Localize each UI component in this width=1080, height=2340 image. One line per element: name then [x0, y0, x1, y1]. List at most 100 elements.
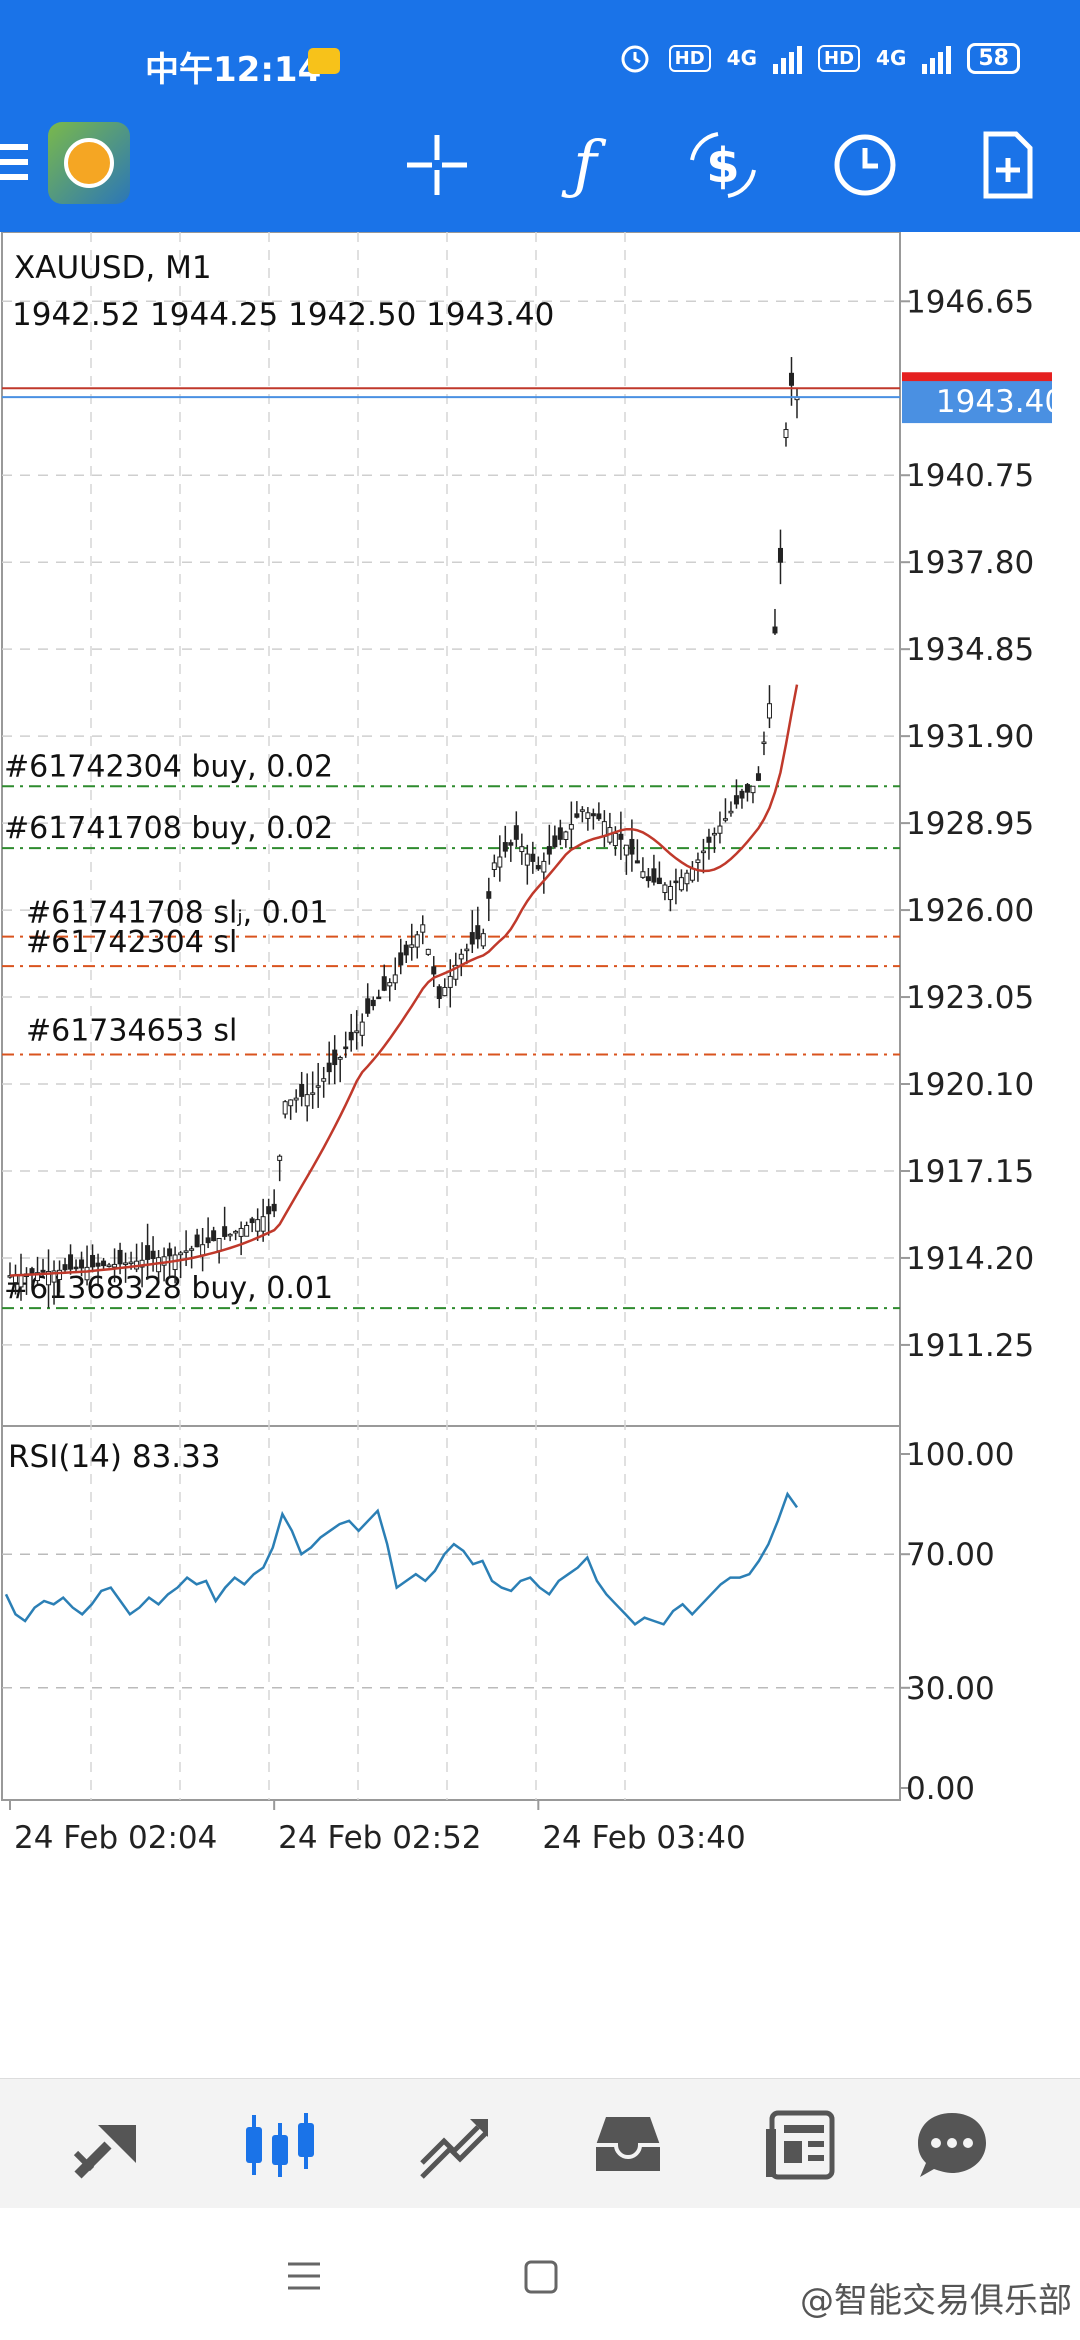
history-inbox-icon[interactable]: [588, 2105, 668, 2185]
timeframe-clock-icon[interactable]: [820, 120, 910, 210]
candle-body: [502, 842, 508, 852]
system-menu-icon[interactable]: [284, 2258, 324, 2294]
rsi-axis: 100.00 70.00 30.00 0.00: [900, 1437, 1014, 1807]
candle-body: [260, 1216, 266, 1232]
candle-body: [205, 1237, 211, 1244]
candle-body: [728, 810, 734, 814]
candle-body: [700, 850, 706, 854]
candle-body: [519, 846, 525, 853]
candle-body: [524, 853, 530, 866]
candle-body: [777, 547, 783, 563]
candle-body: [62, 1264, 68, 1271]
price-tick-label: 1934.85: [906, 632, 1034, 668]
candle-body: [590, 813, 596, 817]
candle-body: [227, 1233, 233, 1237]
candle-body: [464, 948, 470, 952]
candle-body: [392, 974, 398, 984]
rsi-grid: [2, 1553, 900, 1689]
time-axis: 24 Feb 02:04 24 Feb 02:52 24 Feb 03:40: [9, 1800, 746, 1856]
candle-body: [282, 1101, 288, 1115]
candle-body: [84, 1266, 90, 1281]
candle-body: [326, 1062, 332, 1073]
candle-body: [359, 1021, 365, 1036]
system-home-icon[interactable]: [522, 2258, 560, 2296]
candle-body: [293, 1097, 299, 1101]
candle-body: [612, 832, 618, 847]
candle-body: [508, 842, 514, 846]
candle-body: [420, 924, 426, 933]
network-label-2: 4G: [876, 46, 907, 70]
candle-body: [585, 812, 591, 819]
candle-body: [376, 996, 382, 1000]
candle-body: [568, 824, 574, 830]
candle-body: [288, 1099, 294, 1107]
price-tick-label: 1931.90: [906, 719, 1034, 755]
candle-body: [106, 1264, 112, 1268]
candle-body: [640, 871, 646, 878]
candle-body: [398, 952, 404, 966]
order-label: #61742304 sl: [26, 925, 237, 960]
candle-body: [95, 1262, 101, 1267]
bid-price-box: [902, 381, 1052, 424]
rsi-tick-label: 70.00: [906, 1537, 995, 1573]
candle-body: [645, 876, 651, 882]
candle-body: [667, 885, 673, 901]
candle-body: [414, 934, 420, 948]
hd-badge-2: HD: [818, 44, 861, 72]
candle-body: [381, 976, 387, 991]
candle-body: [689, 868, 695, 881]
candle-body: [73, 1266, 79, 1270]
candle-body: [453, 964, 459, 980]
candle-body: [123, 1262, 129, 1265]
candle-body: [150, 1250, 156, 1260]
candle-body: [673, 880, 679, 884]
candle-body: [79, 1259, 85, 1269]
indicators-icon[interactable]: ƒ: [573, 128, 597, 202]
candle-body: [277, 1155, 283, 1161]
clock: 中午12:14: [145, 50, 322, 90]
candle-body: [315, 1085, 321, 1088]
candle-body: [491, 862, 497, 871]
rsi-label: RSI(14) 83.33: [8, 1439, 221, 1475]
crosshair-icon[interactable]: [392, 120, 482, 210]
candle-body: [651, 868, 657, 883]
candle-body: [623, 844, 629, 856]
metatrader-logo[interactable]: [48, 122, 130, 204]
candle-body: [684, 872, 690, 885]
new-order-icon[interactable]: [962, 120, 1052, 210]
bottom-nav: [0, 2078, 1080, 2209]
candle-body: [387, 982, 393, 987]
candle-body: [321, 1078, 327, 1082]
price-tick-label: 1940.75: [906, 458, 1034, 494]
chart-area[interactable]: #61742304 buy, 0.02 #61741708 buy, 0.02 #6…: [0, 231, 1080, 2082]
candle-body: [695, 859, 701, 864]
candle-body: [161, 1256, 167, 1266]
candle-body: [442, 986, 448, 997]
candle-body: [469, 932, 475, 945]
chart-tab-icon[interactable]: [240, 2105, 320, 2185]
price-tick-label: 1923.05: [906, 980, 1034, 1016]
candle-body: [310, 1092, 316, 1095]
rsi-tick-label: 100.00: [906, 1437, 1014, 1473]
chat-icon[interactable]: [912, 2105, 992, 2185]
candle-body: [68, 1254, 74, 1270]
quotes-icon[interactable]: [68, 2105, 148, 2185]
candle-body: [117, 1249, 123, 1265]
svg-text:$: $: [706, 138, 739, 194]
menu-icon[interactable]: [0, 144, 28, 189]
chart-canvas[interactable]: #61742304 buy, 0.02 #61741708 buy, 0.02 #6…: [0, 231, 1080, 2082]
candle-body: [447, 975, 453, 988]
candle-body: [513, 825, 519, 840]
candle-body: [436, 986, 442, 1000]
news-icon[interactable]: [760, 2105, 840, 2185]
signal-icon-1: [773, 42, 803, 74]
candle-body: [706, 836, 712, 843]
rsi-tick-label: 30.00: [906, 1671, 995, 1707]
candle-body: [634, 860, 640, 864]
time-tick-label: 24 Feb 02:04: [14, 1820, 217, 1856]
trade-icon[interactable]: $: [678, 120, 768, 210]
candle-body: [365, 998, 371, 1014]
current-price-label: 1943.40: [936, 384, 1064, 420]
rsi-tick-label: 0.00: [906, 1771, 975, 1807]
trade-tab-icon[interactable]: [414, 2105, 494, 2185]
